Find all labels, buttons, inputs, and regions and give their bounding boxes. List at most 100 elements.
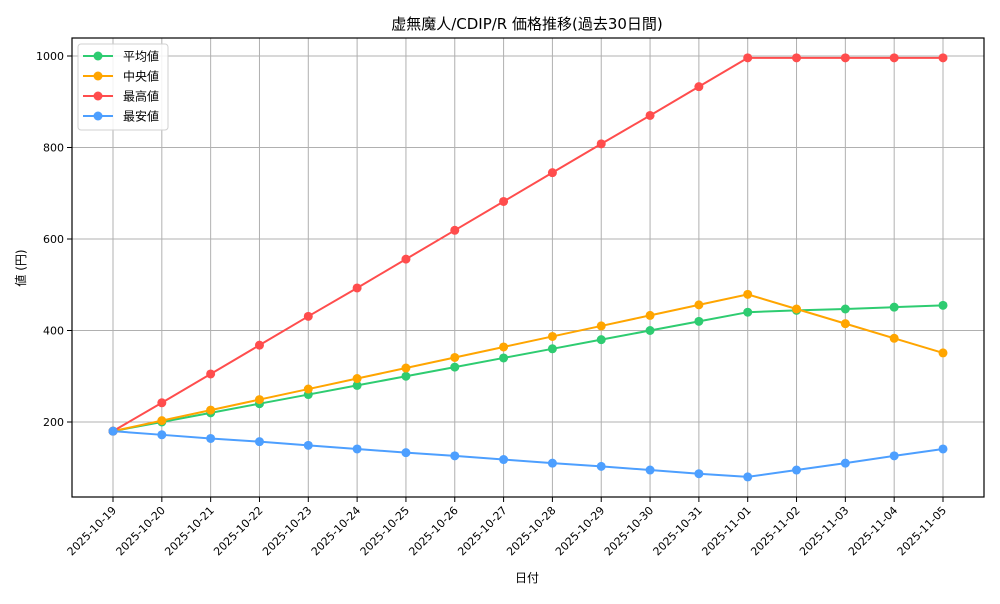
data-point bbox=[157, 398, 167, 408]
y-axis-label: 値 (円) bbox=[13, 249, 28, 286]
data-point bbox=[743, 289, 753, 299]
data-point bbox=[206, 369, 216, 379]
x-tick-label: 2025-10-28 bbox=[504, 504, 558, 558]
data-point bbox=[254, 340, 264, 350]
data-point bbox=[694, 316, 704, 326]
data-point bbox=[157, 416, 167, 426]
x-tick-label: 2025-10-30 bbox=[602, 504, 656, 558]
data-point bbox=[938, 300, 948, 310]
x-tick-label: 2025-10-31 bbox=[651, 504, 705, 558]
y-tick-label: 200 bbox=[43, 416, 64, 429]
data-point bbox=[401, 371, 411, 381]
data-point bbox=[743, 53, 753, 63]
x-tick-label: 2025-10-22 bbox=[211, 504, 265, 558]
series-line bbox=[112, 430, 944, 478]
x-tick-label: 2025-10-19 bbox=[65, 504, 119, 558]
data-point bbox=[254, 395, 264, 405]
data-point bbox=[401, 254, 411, 264]
data-point bbox=[352, 444, 362, 454]
data-point bbox=[206, 433, 216, 443]
data-point bbox=[254, 437, 264, 447]
legend-marker-icon bbox=[93, 71, 103, 81]
y-tick-label: 800 bbox=[43, 142, 64, 155]
series-lines bbox=[108, 53, 948, 482]
data-point bbox=[792, 465, 802, 475]
plot-frame bbox=[71, 37, 985, 498]
legend-label: 平均値 bbox=[123, 49, 159, 64]
y-tick-label: 600 bbox=[43, 233, 64, 246]
x-tick-label: 2025-11-02 bbox=[748, 504, 802, 558]
legend-item: 最安値 bbox=[83, 109, 159, 124]
series-最安値 bbox=[108, 426, 948, 482]
series-line bbox=[112, 293, 944, 433]
data-point bbox=[694, 300, 704, 310]
series-平均値 bbox=[108, 300, 948, 436]
data-point bbox=[938, 444, 948, 454]
y-tick-label: 400 bbox=[43, 325, 64, 338]
legend-marker-icon bbox=[93, 51, 103, 61]
x-tick-label: 2025-10-26 bbox=[406, 504, 460, 558]
legend-label: 最高値 bbox=[123, 89, 159, 104]
data-point bbox=[450, 352, 460, 362]
data-point bbox=[547, 344, 557, 354]
data-point bbox=[645, 110, 655, 120]
data-point bbox=[645, 465, 655, 475]
legend-item: 最高値 bbox=[83, 89, 159, 104]
legend-label: 最安値 bbox=[123, 109, 159, 124]
data-point bbox=[694, 469, 704, 479]
data-point bbox=[938, 53, 948, 63]
data-point bbox=[499, 353, 509, 363]
data-point bbox=[792, 53, 802, 63]
data-point bbox=[547, 331, 557, 341]
x-tick-label: 2025-10-23 bbox=[260, 504, 314, 558]
data-point bbox=[596, 321, 606, 331]
data-point bbox=[792, 304, 802, 314]
data-point bbox=[352, 283, 362, 293]
data-point bbox=[499, 342, 509, 352]
data-point bbox=[840, 304, 850, 314]
data-point bbox=[303, 384, 313, 394]
data-point bbox=[108, 426, 118, 436]
data-point bbox=[743, 307, 753, 317]
data-point bbox=[499, 455, 509, 465]
legend-box bbox=[77, 43, 169, 131]
y-tick-label: 1000 bbox=[36, 50, 64, 63]
data-point bbox=[499, 196, 509, 206]
x-tick-label: 2025-11-03 bbox=[797, 504, 851, 558]
data-point bbox=[303, 440, 313, 450]
data-point bbox=[596, 461, 606, 471]
x-tick-label: 2025-11-05 bbox=[895, 504, 949, 558]
x-tick-label: 2025-10-20 bbox=[114, 504, 168, 558]
data-point bbox=[206, 405, 216, 415]
x-tick-label: 2025-10-21 bbox=[162, 504, 216, 558]
x-tick-label: 2025-10-27 bbox=[455, 504, 509, 558]
data-point bbox=[889, 451, 899, 461]
legend-label: 中央値 bbox=[123, 69, 159, 84]
data-point bbox=[401, 363, 411, 373]
data-point bbox=[645, 310, 655, 320]
x-tick-label: 2025-10-29 bbox=[553, 504, 607, 558]
x-tick-label: 2025-10-25 bbox=[358, 504, 412, 558]
series-line bbox=[112, 56, 943, 433]
series-中央値 bbox=[108, 289, 948, 436]
data-point bbox=[645, 326, 655, 335]
data-point bbox=[889, 53, 899, 63]
data-point bbox=[596, 335, 606, 345]
data-point bbox=[889, 333, 899, 343]
grid bbox=[72, 38, 984, 497]
data-point bbox=[938, 348, 948, 358]
data-point bbox=[401, 448, 411, 458]
legend-item: 中央値 bbox=[83, 69, 159, 84]
data-point bbox=[694, 82, 704, 92]
data-point bbox=[303, 311, 313, 321]
data-point bbox=[157, 430, 167, 440]
data-point bbox=[547, 458, 557, 468]
legend-marker-icon bbox=[93, 111, 103, 121]
data-point bbox=[352, 380, 362, 390]
data-point bbox=[450, 362, 460, 372]
data-point bbox=[450, 225, 460, 235]
legend-item: 平均値 bbox=[83, 49, 159, 64]
